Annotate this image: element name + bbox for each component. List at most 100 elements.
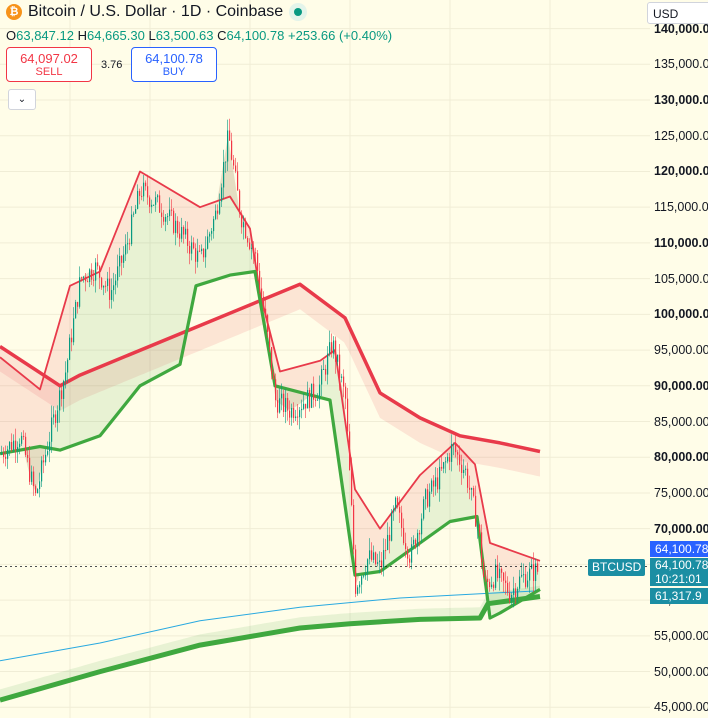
candle bbox=[175, 220, 177, 233]
candle bbox=[91, 269, 93, 280]
candle bbox=[465, 468, 467, 470]
symbol-title[interactable]: Bitcoin / U.S. Dollar · 1D · Coinbase bbox=[28, 3, 284, 20]
sell-button[interactable]: 64,097.02 SELL bbox=[6, 47, 92, 82]
candle bbox=[387, 534, 389, 551]
candle bbox=[379, 560, 381, 563]
candle bbox=[455, 444, 457, 453]
candle bbox=[477, 524, 479, 527]
candle bbox=[313, 383, 315, 400]
candle bbox=[513, 588, 515, 595]
candle bbox=[145, 182, 147, 187]
candle bbox=[327, 353, 329, 375]
currency-selector[interactable]: USD bbox=[647, 2, 708, 24]
candle bbox=[519, 576, 521, 589]
candle bbox=[97, 262, 99, 267]
candle bbox=[439, 466, 441, 490]
candle bbox=[409, 558, 411, 563]
spread-value: 3.76 bbox=[101, 59, 123, 71]
candle bbox=[27, 454, 29, 458]
candle bbox=[99, 266, 101, 278]
symbol-header[interactable]: ₿ Bitcoin / U.S. Dollar · 1D · Coinbase bbox=[6, 3, 308, 21]
buy-button[interactable]: 64,100.78 BUY bbox=[131, 47, 217, 82]
candle bbox=[443, 462, 445, 469]
candle bbox=[535, 563, 537, 581]
candle bbox=[425, 489, 427, 500]
candle bbox=[369, 550, 371, 560]
candle bbox=[431, 480, 433, 492]
candle bbox=[71, 337, 73, 343]
candle bbox=[521, 574, 523, 577]
candle bbox=[525, 574, 527, 587]
candle bbox=[35, 486, 37, 494]
candle bbox=[383, 550, 385, 568]
candle bbox=[271, 347, 273, 374]
candle bbox=[183, 226, 185, 235]
candle bbox=[493, 584, 495, 588]
candle bbox=[105, 285, 107, 287]
price-axis-tick-label: 50,000.00 bbox=[654, 664, 708, 679]
candle bbox=[173, 210, 175, 233]
candle bbox=[279, 398, 281, 413]
candle bbox=[103, 285, 105, 288]
candle bbox=[131, 214, 133, 245]
market-open-icon[interactable] bbox=[289, 3, 308, 21]
candle bbox=[393, 508, 395, 513]
candle bbox=[317, 399, 319, 401]
indicator-bands bbox=[0, 135, 541, 703]
candle bbox=[291, 408, 293, 418]
candle bbox=[451, 444, 453, 462]
price-axis-tick-label: 55,000.00 bbox=[654, 628, 708, 643]
candle bbox=[5, 456, 7, 459]
candle bbox=[473, 488, 475, 496]
candle bbox=[19, 443, 21, 448]
candle bbox=[43, 460, 45, 463]
candle bbox=[537, 563, 539, 572]
candle bbox=[223, 162, 225, 188]
candle bbox=[401, 512, 403, 528]
candle bbox=[293, 408, 295, 418]
price-axis-tick-label: 105,000.00 bbox=[654, 271, 708, 286]
candle bbox=[289, 410, 291, 418]
candle bbox=[497, 564, 499, 579]
candle bbox=[263, 296, 265, 309]
candle bbox=[81, 277, 83, 279]
candle bbox=[295, 416, 297, 418]
candle bbox=[83, 276, 85, 279]
candle bbox=[435, 477, 437, 487]
candle bbox=[411, 544, 413, 563]
candle bbox=[15, 440, 17, 451]
candle bbox=[527, 580, 529, 587]
price-axis-tick-label: 135,000.00 bbox=[654, 57, 708, 72]
candle bbox=[441, 466, 443, 469]
candle bbox=[147, 186, 149, 198]
candle bbox=[11, 442, 13, 450]
candle bbox=[45, 454, 47, 463]
candle bbox=[427, 489, 429, 507]
lower-band-shade bbox=[0, 135, 540, 617]
candle bbox=[95, 262, 97, 281]
candle bbox=[157, 195, 159, 198]
candle bbox=[417, 532, 419, 547]
candle bbox=[447, 456, 449, 462]
candle bbox=[229, 130, 231, 141]
candle bbox=[89, 269, 91, 282]
collapse-toggle-button[interactable]: ⌄ bbox=[8, 89, 36, 110]
candle bbox=[333, 340, 335, 354]
candle bbox=[107, 278, 109, 286]
candle bbox=[491, 584, 493, 588]
candle bbox=[381, 560, 383, 568]
candle bbox=[87, 281, 89, 283]
candle bbox=[287, 397, 289, 411]
candle bbox=[1, 452, 3, 454]
candle bbox=[415, 539, 417, 547]
candle bbox=[375, 552, 377, 564]
candle bbox=[347, 398, 349, 432]
candle bbox=[79, 277, 81, 307]
price-axis-tick-label: 95,000.00 bbox=[654, 343, 708, 358]
lower-band-tag: 61,317.9 bbox=[650, 588, 708, 604]
candle bbox=[515, 588, 517, 598]
grid-lines bbox=[0, 0, 650, 718]
candle bbox=[185, 228, 187, 235]
candle bbox=[463, 469, 465, 473]
